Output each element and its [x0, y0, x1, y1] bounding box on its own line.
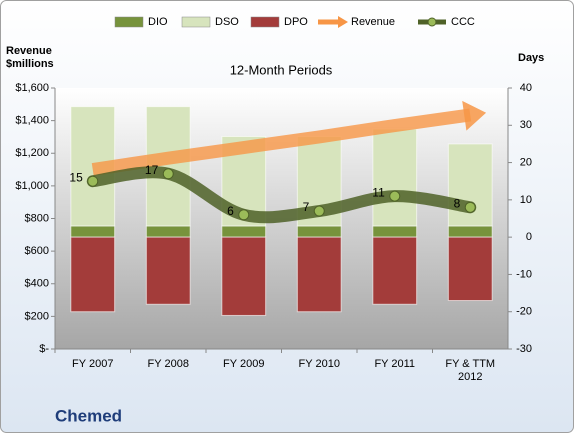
x-tick-label: FY 2011: [374, 358, 416, 370]
legend-swatch: [250, 16, 280, 28]
x-tick-label: FY 2008: [147, 358, 189, 370]
legend-item: CCC: [418, 16, 475, 28]
bar: [447, 225, 493, 238]
y-tick-label: $1,200: [15, 147, 49, 159]
bar: [447, 236, 493, 302]
data-label: 17: [145, 163, 159, 177]
bar: [70, 236, 116, 313]
footer: Chemed: [55, 406, 122, 425]
y2-tick-label: 40: [520, 82, 532, 94]
x-tick-label: FY 2009: [223, 358, 265, 370]
marker: [162, 168, 174, 180]
legend-label: Revenue: [351, 16, 395, 28]
x-tick-label: FY & TTM 2012: [445, 358, 496, 383]
y2-tick-label: 30: [520, 119, 532, 131]
legend-swatch: [114, 16, 144, 28]
legend-label: CCC: [451, 16, 475, 28]
data-label: 7: [303, 200, 310, 214]
y2-tick-label: -30: [516, 343, 532, 355]
bar: [296, 236, 342, 313]
legend-item: DPO: [250, 16, 308, 28]
y-tick-label: $800: [25, 212, 49, 224]
legend-swatch: [427, 17, 437, 27]
data-label: 15: [69, 170, 83, 184]
y2-tick-label: -10: [516, 268, 532, 280]
bar: [221, 236, 267, 316]
bar: [372, 236, 418, 305]
y-axis-label: Revenue $millions: [6, 45, 54, 70]
data-label: 11: [372, 185, 385, 199]
y-tick-label: $200: [25, 310, 49, 322]
x-tick-label: FY 2007: [72, 358, 114, 370]
y2-tick-label: 20: [520, 156, 532, 168]
y-tick-label: $600: [25, 245, 49, 257]
legend-label: DIO: [148, 16, 168, 28]
bar: [296, 225, 342, 238]
line: [86, 166, 477, 224]
legend-item: Revenue: [318, 16, 395, 28]
bar: [372, 225, 418, 238]
bar: [145, 236, 191, 305]
bar: [372, 128, 418, 227]
x-tick-label: FY 2010: [298, 358, 340, 370]
y-tick-label: $1,000: [15, 180, 49, 192]
marker: [313, 205, 325, 217]
bar: [221, 225, 267, 238]
data-label: 6: [227, 204, 234, 218]
data-label: 8: [454, 196, 461, 210]
marker: [389, 190, 401, 202]
legend-swatch: [181, 16, 211, 28]
y2-axis-label: Days: [518, 52, 544, 64]
y2-tick-label: 10: [520, 194, 532, 206]
bar: [70, 225, 116, 238]
marker: [238, 209, 250, 221]
y-tick-label: $400: [25, 278, 49, 290]
y-tick-label: $-: [39, 343, 49, 355]
legend-label: DSO: [215, 16, 239, 28]
y2-tick-label: 0: [526, 231, 532, 243]
arrow-head: [462, 100, 487, 131]
marker: [87, 175, 99, 187]
chart-title: 12-Month Periods: [230, 62, 333, 77]
legend-label: DPO: [284, 16, 308, 28]
y-tick-label: $1,600: [15, 82, 49, 94]
y2-tick-label: -20: [516, 306, 532, 318]
marker: [464, 201, 476, 213]
bar: [447, 143, 493, 227]
legend-swatch: [338, 16, 348, 28]
legend-item: DIO: [114, 16, 168, 28]
bar: [145, 225, 191, 238]
legend-item: DSO: [181, 16, 239, 28]
y-tick-label: $1,400: [15, 115, 49, 127]
